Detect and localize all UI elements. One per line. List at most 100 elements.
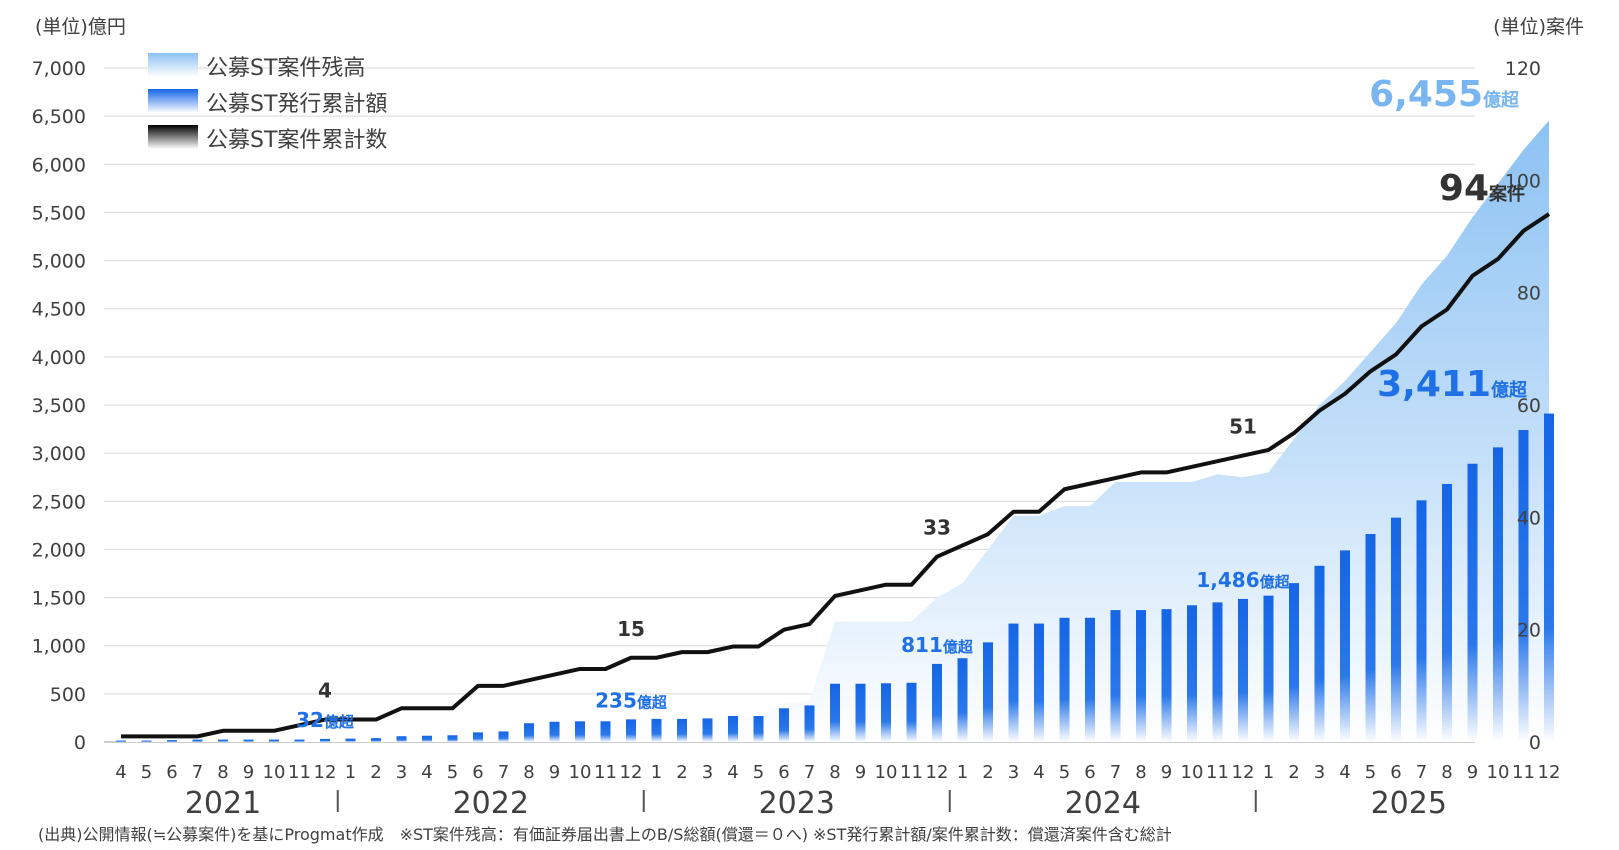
month-label: 10 xyxy=(1487,762,1510,783)
month-label: 3 xyxy=(702,762,713,783)
bar-cumulative-issuance xyxy=(1034,623,1044,742)
left-tick-label: 1,000 xyxy=(32,636,86,658)
bar-cumulative-issuance xyxy=(524,723,534,742)
month-label: 12 xyxy=(620,762,643,783)
bar-cumulative-issuance xyxy=(1059,617,1070,742)
month-label: 10 xyxy=(1181,762,1204,783)
right-tick-label: 20 xyxy=(1517,620,1541,642)
left-tick-label: 1,500 xyxy=(32,588,86,610)
bar-cumulative-issuance xyxy=(218,739,228,742)
month-label: 9 xyxy=(1467,762,1478,783)
month-label: 8 xyxy=(1441,762,1452,783)
bar-cumulative-issuance xyxy=(575,721,585,742)
month-label: 6 xyxy=(1084,762,1095,783)
month-label: 6 xyxy=(1390,762,1401,783)
month-label: 12 xyxy=(926,762,949,783)
callout-bar-unit: 億超 xyxy=(1491,379,1528,401)
month-label: 3 xyxy=(1008,762,1019,783)
legend-swatch-line xyxy=(148,125,198,149)
bar-cumulative-issuance xyxy=(1314,565,1325,742)
month-label: 2 xyxy=(370,762,381,783)
bar-cumulative-issuance xyxy=(1110,610,1121,742)
bar-cumulative-issuance xyxy=(702,718,713,742)
month-label: 3 xyxy=(396,762,407,783)
month-label: 1 xyxy=(651,762,662,783)
month-label: 4 xyxy=(1033,762,1044,783)
month-label: 1 xyxy=(1263,762,1274,783)
footnote: (出典)公開情報(≒公募案件)を基にProgmat作成 ※ST案件残高：有価証券… xyxy=(38,825,1172,844)
month-label: 6 xyxy=(472,762,483,783)
left-tick-label: 4,500 xyxy=(32,299,86,321)
bar-cumulative-issuance xyxy=(167,740,177,742)
svg-text:6,455億超: 6,455億超 xyxy=(1369,74,1520,115)
bar-cumulative-issuance xyxy=(1136,610,1146,742)
bar-cumulative-issuance xyxy=(498,731,509,742)
month-label: 11 xyxy=(1206,762,1229,783)
left-tick-label: 6,500 xyxy=(32,106,86,128)
month-label: 10 xyxy=(569,762,592,783)
callout-bar-total: 3,411億超 xyxy=(1377,364,1528,405)
bar-cumulative-issuance xyxy=(345,738,356,742)
legend-label-bar: 公募ST発行累計額 xyxy=(206,92,387,117)
month-label: 11 xyxy=(288,762,311,783)
bar-cumulative-issuance xyxy=(1212,602,1223,742)
bar-cumulative-issuance xyxy=(651,718,662,742)
month-label: 3 xyxy=(1314,762,1325,783)
left-tick-label: 500 xyxy=(50,684,86,706)
bar-cumulative-issuance xyxy=(141,740,152,742)
year-label: 2024 xyxy=(1065,786,1141,821)
bar-cumulative-issuance xyxy=(626,719,636,742)
bar-cumulative-issuance xyxy=(1263,595,1274,742)
bar-cumulative-issuance xyxy=(243,739,254,742)
month-label: 8 xyxy=(523,762,534,783)
data-labels: 4 15 33 51 32億超 235億超 811億超 1,486億超 xyxy=(296,415,1291,732)
bar-annotation: 32億超 xyxy=(296,708,355,732)
month-label: 1 xyxy=(957,762,968,783)
bar-cumulative-issuance xyxy=(1391,517,1401,742)
right-tick-label: 0 xyxy=(1529,732,1541,754)
bar-cumulative-issuance xyxy=(600,721,611,742)
legend-swatch-bar xyxy=(148,89,198,113)
callout-line-value: 94 xyxy=(1439,168,1489,209)
left-tick-label: 5,500 xyxy=(32,202,86,224)
svg-text:3,411億超: 3,411億超 xyxy=(1377,364,1528,405)
bar-cumulative-issuance xyxy=(957,658,968,742)
month-label: 7 xyxy=(1416,762,1427,783)
line-annotation: 33 xyxy=(923,516,951,540)
callout-bar-value: 3,411 xyxy=(1377,364,1491,405)
month-label: 9 xyxy=(855,762,866,783)
bar-cumulative-issuance xyxy=(116,740,126,742)
month-label: 2 xyxy=(982,762,993,783)
month-label: 8 xyxy=(829,762,840,783)
month-label: 12 xyxy=(1538,762,1561,783)
left-axis-unit: (単位)億円 xyxy=(35,16,126,38)
bar-cumulative-issuance xyxy=(447,735,458,742)
bar-cumulative-issuance xyxy=(1289,583,1299,742)
right-axis-unit: (単位)案件 xyxy=(1493,16,1584,38)
bar-cumulative-issuance xyxy=(983,642,993,742)
bar-cumulative-issuance xyxy=(1442,483,1452,742)
bar-cumulative-issuance xyxy=(1340,550,1350,742)
bar-cumulative-issuance xyxy=(932,663,942,742)
bar-cumulative-issuance xyxy=(1544,413,1554,742)
line-series xyxy=(120,212,1551,739)
bar-cumulative-issuance xyxy=(881,683,891,742)
bar-cumulative-issuance xyxy=(1416,500,1427,742)
legend-swatch-area xyxy=(148,53,198,77)
month-label: 4 xyxy=(1339,762,1350,783)
bar-cumulative-issuance xyxy=(396,736,407,742)
bar-cumulative-issuance xyxy=(1518,430,1529,742)
callout-area-unit: 億超 xyxy=(1483,89,1520,111)
right-tick-label: 120 xyxy=(1505,58,1541,80)
month-label: 11 xyxy=(594,762,617,783)
bar-cumulative-issuance xyxy=(1161,609,1172,742)
month-label: 9 xyxy=(243,762,254,783)
month-label: 12 xyxy=(314,762,337,783)
left-tick-label: 3,000 xyxy=(32,443,86,465)
bar-cumulative-issuance xyxy=(779,708,789,742)
bar-cumulative-issuance xyxy=(549,721,560,742)
right-tick-label: 80 xyxy=(1517,283,1541,305)
month-label: 8 xyxy=(217,762,228,783)
bar-cumulative-issuance xyxy=(1187,605,1197,742)
month-label: 7 xyxy=(1110,762,1121,783)
